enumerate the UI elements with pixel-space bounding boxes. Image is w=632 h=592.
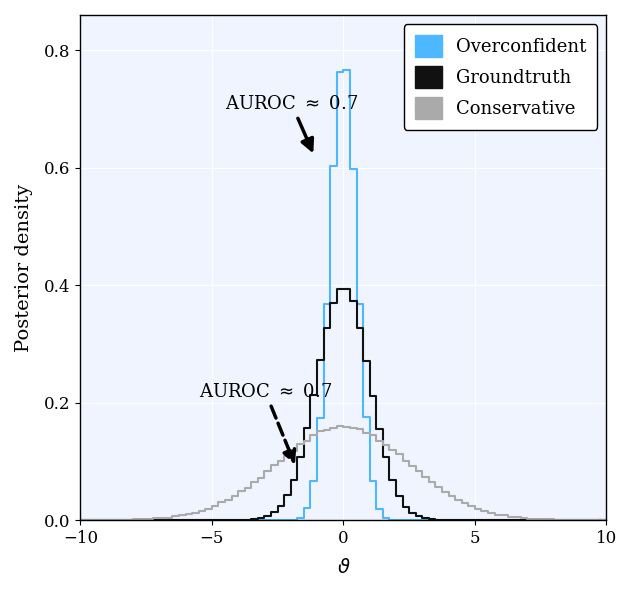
Text: AUROC $\approx$ 0.7: AUROC $\approx$ 0.7: [198, 383, 332, 461]
Text: AUROC $\approx$ 0.7: AUROC $\approx$ 0.7: [225, 95, 358, 150]
X-axis label: $\vartheta$: $\vartheta$: [336, 558, 350, 577]
Y-axis label: Posterior density: Posterior density: [15, 184, 33, 352]
Legend: Overconfident, Groundtruth, Conservative: Overconfident, Groundtruth, Conservative: [404, 24, 597, 130]
